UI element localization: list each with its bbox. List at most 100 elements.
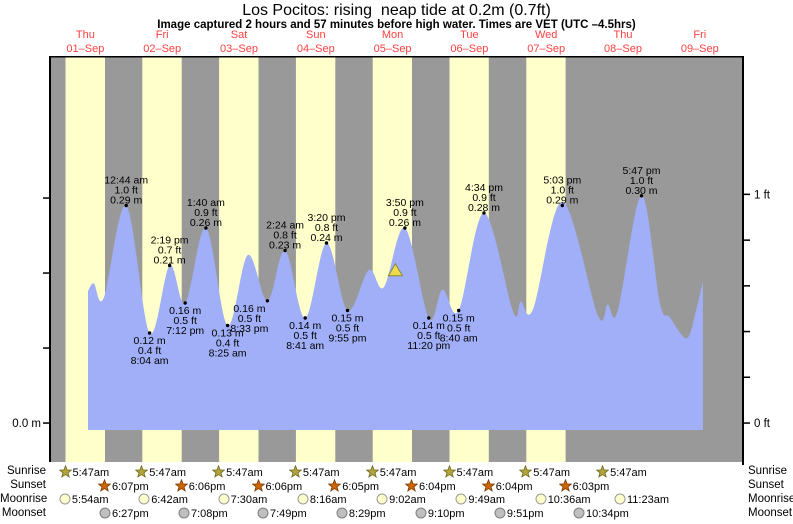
high-tide-point bbox=[639, 194, 644, 198]
sunrise-icon bbox=[134, 464, 149, 478]
sunset-time: 6:04pm bbox=[419, 481, 456, 493]
low-tide-label: 0.15 m bbox=[331, 313, 363, 325]
high-tide-label: 0.26 m bbox=[389, 217, 421, 229]
moonrise-entry: 6:42am bbox=[138, 493, 188, 507]
high-tide-label: 0.29 m bbox=[546, 195, 578, 207]
day-label: Fri 09–Sep bbox=[681, 30, 719, 55]
high-tide-point bbox=[124, 203, 128, 208]
moonset-entry: 9:10pm bbox=[415, 507, 465, 521]
sunrise-entry: 5:47am bbox=[134, 464, 186, 480]
sunrise-icon bbox=[442, 464, 456, 478]
sunrise-icon bbox=[365, 464, 380, 478]
high-tide-label: 5:03 pm bbox=[543, 175, 581, 187]
sunrise-entry: 5:47am bbox=[595, 464, 647, 480]
high-tide-point bbox=[283, 248, 287, 253]
high-tide-label: 12:44 am bbox=[104, 175, 148, 187]
sunset-entry: 6:03pm bbox=[558, 478, 610, 494]
low-tide-label: 7:12 pm bbox=[166, 325, 204, 337]
low-tide-label: 0.5 ft bbox=[294, 330, 317, 342]
sunrise-entry: 5:47am bbox=[365, 464, 417, 480]
low-tide-point bbox=[457, 308, 461, 313]
day-label: Wed 07–Sep bbox=[527, 30, 565, 55]
day-label: Fri 02–Sep bbox=[143, 30, 181, 55]
moonrise-time: 10:36am bbox=[547, 494, 591, 506]
sunset-time: 6:03pm bbox=[572, 481, 610, 493]
moonset-time: 9:10pm bbox=[427, 508, 465, 520]
sunset-time: 6:04pm bbox=[495, 481, 533, 493]
low-tide-point bbox=[303, 316, 307, 320]
moonset-icon bbox=[99, 507, 111, 519]
moonrise-time: 8:16am bbox=[309, 494, 347, 506]
day-label-weekday: Tue bbox=[460, 29, 479, 41]
moonset-icon bbox=[415, 507, 427, 519]
day-label: Mon 05–Sep bbox=[374, 30, 412, 55]
high-tide-label: 0.7 ft bbox=[158, 245, 181, 257]
day-label-weekday: Mon bbox=[381, 29, 404, 41]
low-tide-label: 8:41 am bbox=[286, 340, 324, 352]
moonrise-entry: 11:23am bbox=[614, 493, 669, 507]
current-time-marker-icon bbox=[387, 262, 404, 277]
high-tide-point bbox=[403, 226, 407, 230]
low-tide-point bbox=[345, 308, 350, 313]
high-tide-label: 0.8 ft bbox=[315, 222, 338, 234]
sunset-icon bbox=[404, 478, 419, 492]
moonset-entry: 7:49pm bbox=[257, 507, 307, 521]
moonset-icon bbox=[178, 507, 190, 519]
high-tide-label: 0.23 m bbox=[269, 240, 301, 252]
almanac-row-label-left: Moonrise bbox=[0, 493, 48, 505]
sunrise-icon bbox=[518, 464, 533, 478]
sunset-entry: 6:04pm bbox=[404, 478, 456, 494]
moonrise-icon bbox=[59, 493, 71, 505]
high-tide-label: 0.29 m bbox=[110, 195, 142, 207]
day-label-weekday: Sat bbox=[230, 29, 248, 41]
day-label: Thu 08–Sep bbox=[604, 30, 642, 55]
low-tide-point bbox=[225, 323, 230, 328]
sunrise-time: 5:47am bbox=[149, 467, 186, 479]
right-axis-tick bbox=[743, 376, 750, 378]
sunrise-entry: 5:47am bbox=[288, 464, 340, 480]
day-label-date: 04–Sep bbox=[296, 43, 335, 55]
left-axis-label: 0.0 m bbox=[12, 418, 41, 430]
high-tide-label: 2:24 am bbox=[266, 220, 304, 232]
day-label-weekday: Fri bbox=[693, 29, 707, 41]
low-tide-label: 11:20 pm bbox=[407, 340, 450, 352]
left-axis-tick bbox=[43, 347, 50, 349]
almanac-row-label-right: Sunset bbox=[748, 479, 784, 491]
low-tide-label: 0.16 m bbox=[233, 303, 265, 315]
high-tide-point bbox=[560, 203, 564, 208]
moonrise-icon bbox=[455, 493, 467, 505]
high-tide-label: 1.0 ft bbox=[115, 185, 138, 197]
moonset-icon bbox=[257, 507, 269, 519]
moonrise-icon bbox=[535, 493, 547, 505]
day-label-date: 07–Sep bbox=[527, 43, 566, 55]
moonset-icon bbox=[494, 507, 506, 519]
sunrise-time: 5:47am bbox=[72, 467, 110, 479]
low-tide-point bbox=[147, 331, 152, 335]
low-tide-label: 0.5 ft bbox=[417, 330, 440, 342]
moonset-entry: 8:29pm bbox=[336, 507, 386, 521]
day-label: Tue 06–Sep bbox=[450, 30, 488, 55]
low-tide-label: 0.5 ft bbox=[447, 323, 470, 335]
high-tide-label: 2:19 pm bbox=[151, 235, 189, 247]
sunrise-time: 5:47am bbox=[379, 467, 417, 479]
day-label-weekday: Thu bbox=[75, 29, 95, 41]
moonset-entry: 7:08pm bbox=[178, 507, 228, 521]
sunrise-icon bbox=[595, 464, 610, 478]
moonrise-icon bbox=[138, 493, 150, 505]
sunrise-time: 5:47am bbox=[610, 467, 647, 479]
high-tide-point bbox=[167, 263, 172, 268]
low-tide-label: 0.16 m bbox=[169, 305, 201, 317]
day-label-weekday: Wed bbox=[534, 29, 558, 41]
low-tide-label: 0.14 m bbox=[413, 320, 445, 332]
page-title: Los Pocitos: rising neap tide at 0.2m (0… bbox=[242, 2, 551, 19]
sunset-entry: 6:07pm bbox=[97, 478, 149, 494]
sunrise-entry: 5:47am bbox=[58, 464, 110, 480]
moonrise-entry: 5:54am bbox=[59, 493, 109, 507]
moonset-icon bbox=[336, 507, 348, 519]
high-tide-label: 0.9 ft bbox=[472, 192, 495, 204]
almanac-row-label-right: Moonrise bbox=[748, 493, 793, 505]
day-label-date: 01–Sep bbox=[66, 43, 105, 55]
low-tide-point bbox=[265, 299, 270, 303]
moonrise-entry: 7:30am bbox=[218, 493, 267, 507]
